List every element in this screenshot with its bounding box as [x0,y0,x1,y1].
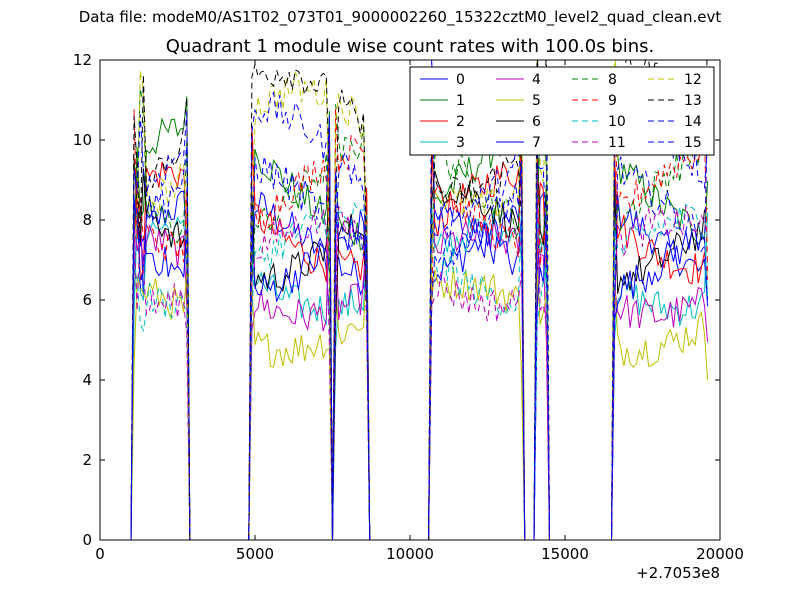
legend-label: 5 [532,93,541,109]
legend-label: 14 [684,114,702,130]
y-tick-label: 4 [82,371,92,389]
series-line-4 [130,198,709,540]
legend-label: 15 [684,135,702,151]
y-tick-label: 12 [73,51,92,69]
legend-label: 1 [456,93,465,109]
legend-box [409,66,715,156]
series-line-8 [130,88,708,540]
chart-title: Quadrant 1 module wise count rates with … [165,36,655,57]
legend-label: 4 [532,72,541,88]
x-tick-label: 10000 [386,545,434,563]
series-line-11 [130,190,709,540]
legend-label: 13 [684,93,702,109]
legend-label: 6 [532,114,541,130]
legend-label: 8 [608,72,617,88]
x-tick-label: 0 [95,545,105,563]
legend-label: 3 [456,135,465,151]
series-line-7 [130,198,709,540]
x-tick-label: 5000 [236,545,274,563]
series-line-6 [130,140,708,540]
x-tick-label: 20000 [696,545,744,563]
x-offset-label: +2.7053e8 [636,564,720,582]
series-line-3 [130,211,709,540]
y-tick-label: 2 [82,451,92,469]
series-line-0 [130,150,709,540]
legend-label: 10 [608,114,626,130]
y-tick-label: 8 [82,211,92,229]
y-tick-label: 6 [82,291,92,309]
series-line-10 [130,202,709,540]
legend-label: 0 [456,72,465,88]
legend-label: 9 [608,93,617,109]
figure-suptitle: Data file: modeM0/AS1T02_073T01_90000022… [78,8,722,26]
series-line-2 [130,125,709,540]
y-tick-label: 0 [82,531,92,549]
legend-label: 11 [608,135,626,151]
series-line-5 [130,264,709,540]
series-line-9 [130,104,709,540]
legend-label: 7 [532,135,541,151]
y-tick-label: 10 [73,131,92,149]
legend-label: 12 [684,72,702,88]
legend-label: 2 [456,114,465,130]
x-tick-label: 15000 [541,545,589,563]
